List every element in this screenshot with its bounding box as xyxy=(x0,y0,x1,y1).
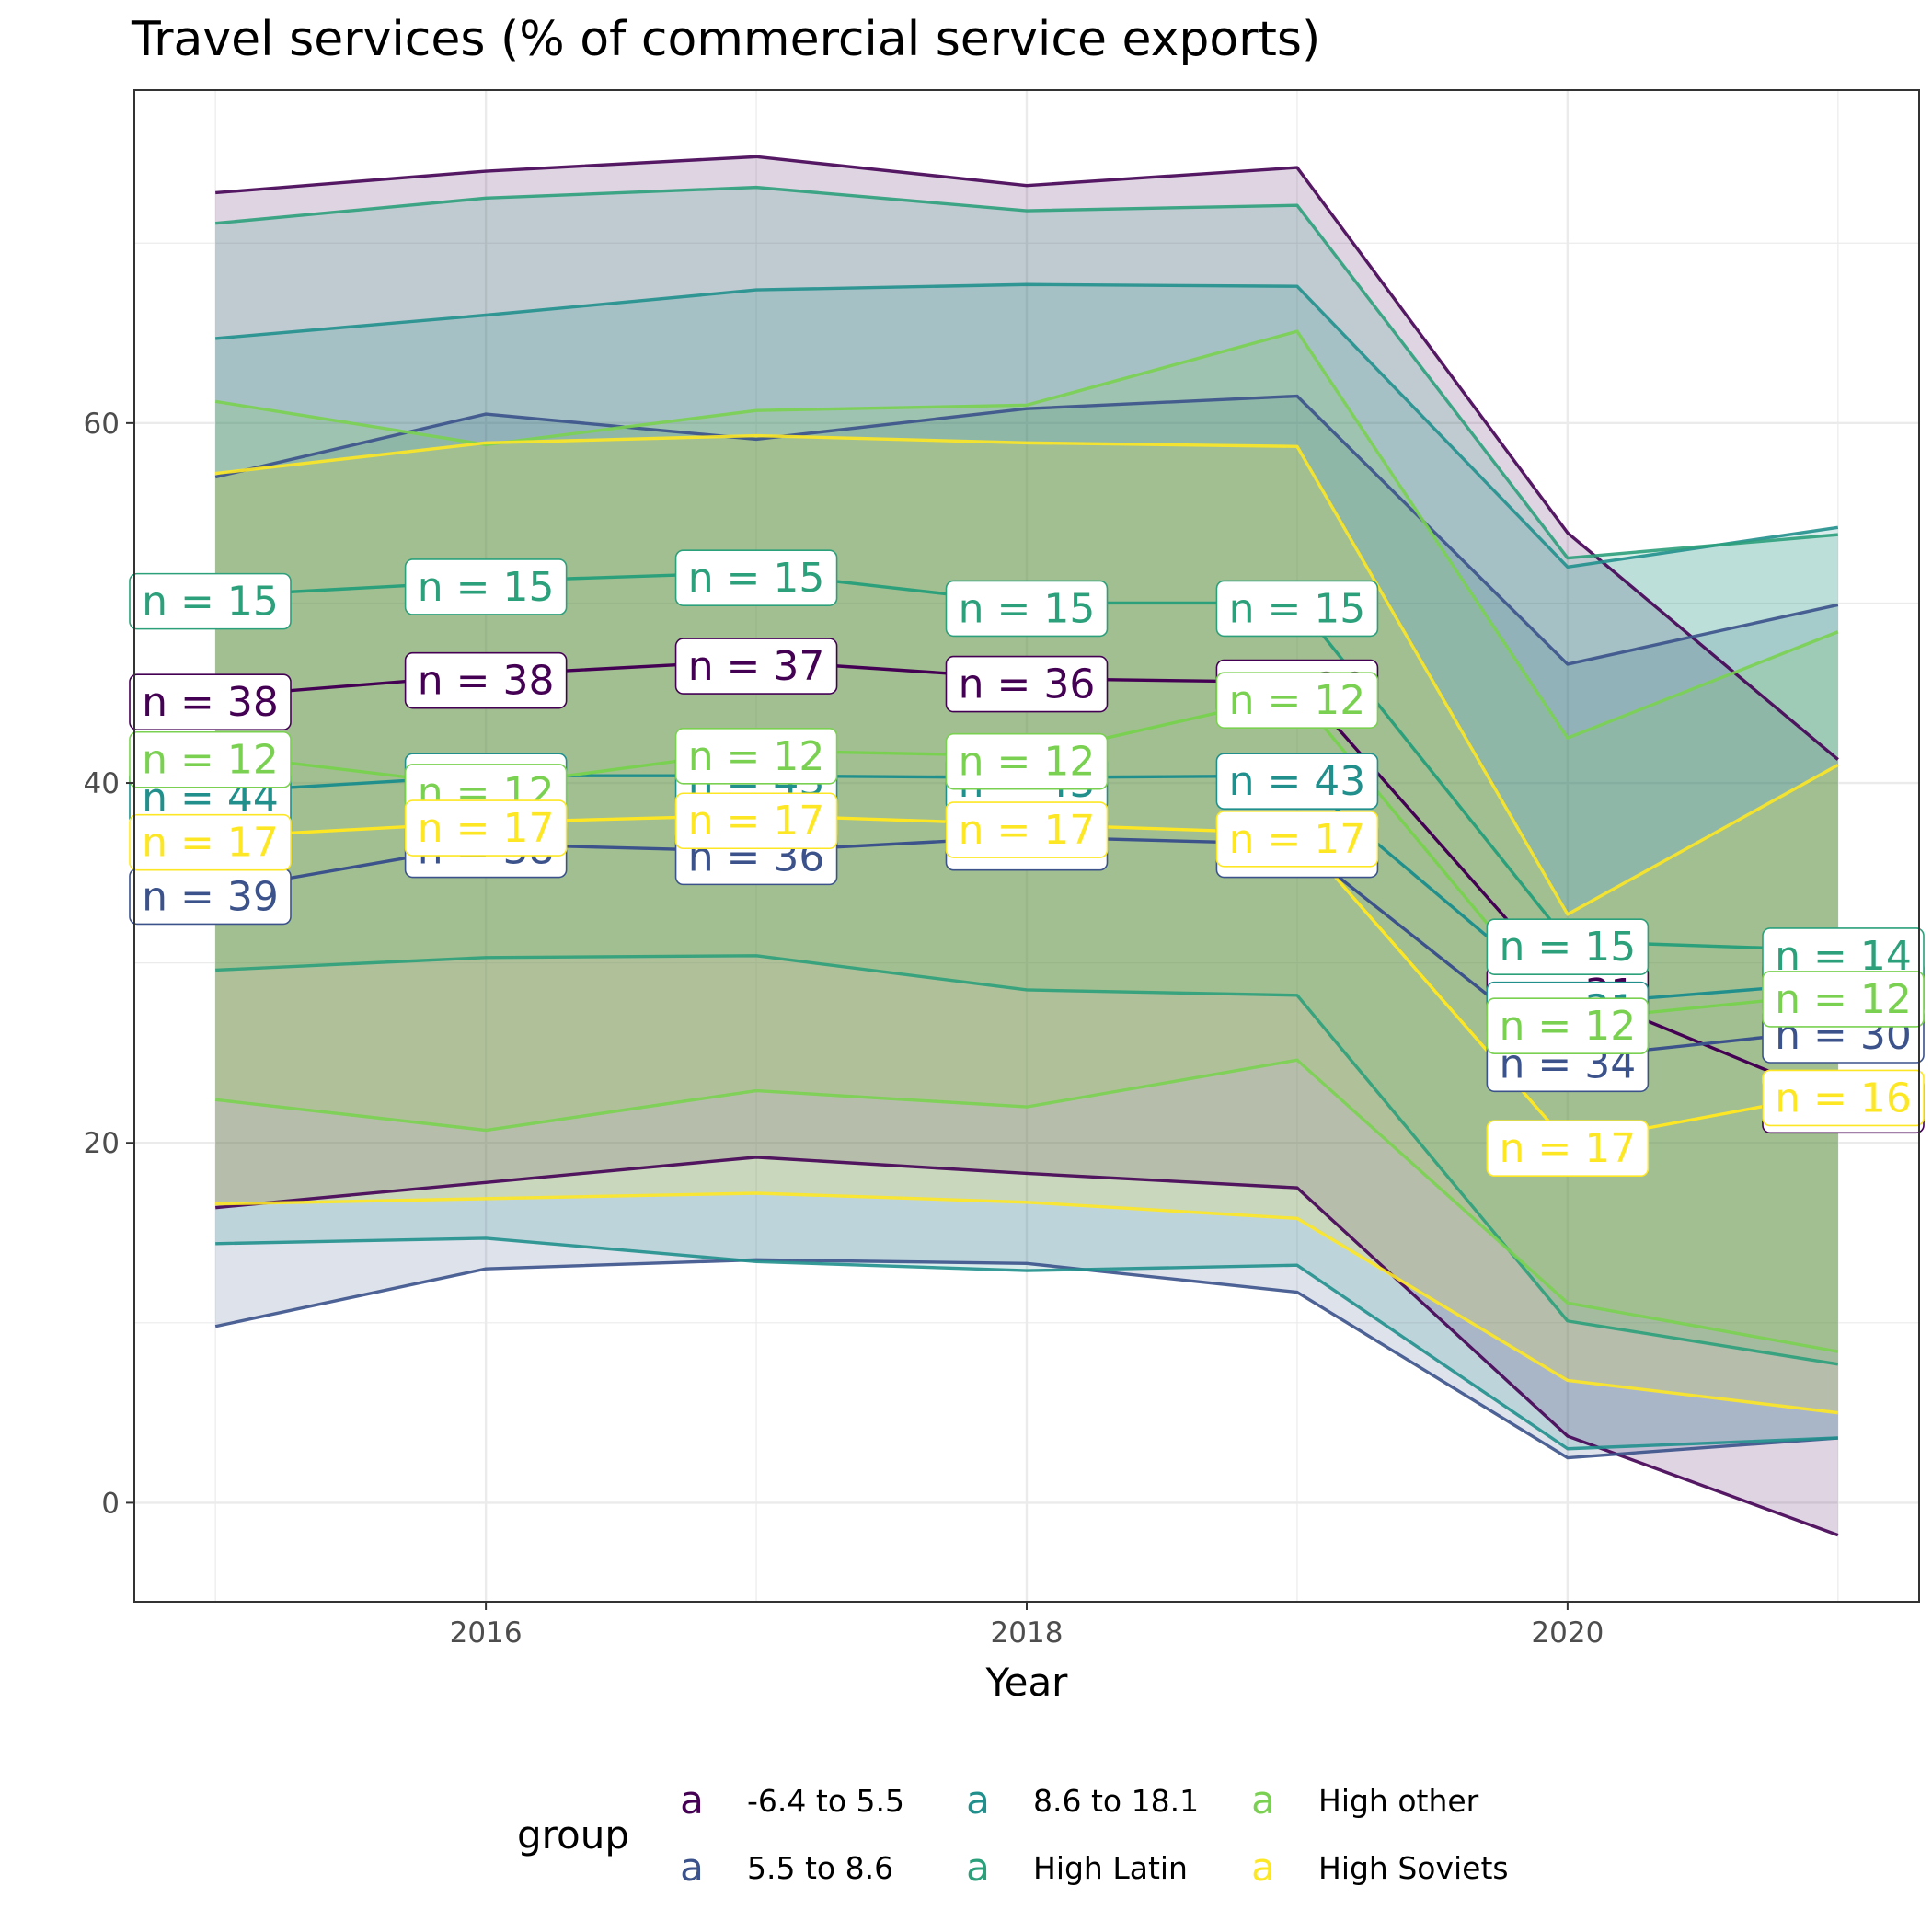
chart-title: Travel services (% of commercial service… xyxy=(131,12,1320,67)
svg-text:n = 16: n = 16 xyxy=(1775,1075,1912,1121)
legend-label: High Latin xyxy=(1033,1850,1188,1886)
legend: group a -6.4 to 5.5 a 5.5 to 8.6 a 8.6 to 18.… xyxy=(517,1777,1509,1890)
ribbon-5-5-to-8-6 xyxy=(215,396,1838,1458)
lower-line-high-latin xyxy=(215,954,1839,1366)
svg-text:n = 12: n = 12 xyxy=(688,733,825,780)
n-label-8-6-to-18-1: n = 43 xyxy=(1215,753,1379,811)
n-label-high-soviets: n = 17 xyxy=(404,799,568,857)
n-label-6-4-to-5-5: n = 38 xyxy=(404,651,568,709)
legend-label: -6.4 to 5.5 xyxy=(747,1783,904,1819)
svg-text:n = 15: n = 15 xyxy=(418,564,555,611)
n-label-6-4-to-5-5: n = 38 xyxy=(129,673,292,730)
n-label-high-other: n = 12 xyxy=(1762,971,1925,1028)
n-label-6-4-to-5-5: n = 36 xyxy=(945,655,1109,713)
n-label-high-soviets: n = 17 xyxy=(1486,1120,1650,1178)
n-label-high-soviets: n = 16 xyxy=(1762,1069,1925,1127)
legend-label: 5.5 to 8.6 xyxy=(747,1850,893,1886)
y-tick-label: 20 xyxy=(84,1127,120,1160)
svg-text:n = 17: n = 17 xyxy=(688,798,825,845)
y-tick-label: 0 xyxy=(101,1487,120,1520)
svg-text:n = 12: n = 12 xyxy=(1229,677,1366,724)
svg-text:n = 17: n = 17 xyxy=(418,805,555,852)
svg-text:n = 15: n = 15 xyxy=(1229,585,1366,632)
legend-key: a xyxy=(1251,1777,1275,1823)
legend-label: High other xyxy=(1318,1783,1479,1819)
upper-line-high-soviets xyxy=(214,433,1839,916)
legend-label: 8.6 to 18.1 xyxy=(1033,1783,1199,1819)
axis-ticks: 0 20 40 60 2016 2018 2020 xyxy=(84,408,1604,1650)
legend-key: a xyxy=(1251,1845,1275,1890)
lower-line-5-5-to-8-6 xyxy=(214,1258,1838,1460)
y-tick-label: 60 xyxy=(84,408,120,441)
legend-key: a xyxy=(966,1777,990,1823)
legend-label: High Soviets xyxy=(1318,1850,1509,1886)
legend-item-8-6-to-18-1: a 8.6 to 18.1 xyxy=(966,1777,1199,1823)
legend-item-high-other: a High other xyxy=(1251,1777,1479,1823)
legend-key: a xyxy=(680,1845,704,1890)
lower-line-6-4-to-5-5 xyxy=(215,1156,1839,1537)
x-tick-label: 2018 xyxy=(991,1616,1064,1650)
legend-key: a xyxy=(680,1777,704,1823)
n-label-high-other: n = 12 xyxy=(129,730,292,788)
svg-text:n = 12: n = 12 xyxy=(1775,976,1912,1023)
n-label-high-other: n = 12 xyxy=(945,732,1109,790)
n-label-high-latin: n = 15 xyxy=(129,572,292,630)
n-label-high-other: n = 12 xyxy=(1486,997,1650,1055)
legend-key: a xyxy=(966,1845,990,1890)
legend-item-high-latin: a High Latin xyxy=(966,1845,1188,1890)
x-tick-label: 2016 xyxy=(450,1616,523,1650)
n-label-5-5-to-8-6: n = 39 xyxy=(129,868,292,926)
svg-text:n = 12: n = 12 xyxy=(959,739,1096,786)
svg-text:n = 37: n = 37 xyxy=(688,643,825,690)
legend-item-5-5-to-8-6: a 5.5 to 8.6 xyxy=(680,1845,893,1890)
n-label-high-latin: n = 15 xyxy=(1486,918,1650,975)
n-label-high-soviets: n = 17 xyxy=(129,813,292,871)
n-label-high-latin: n = 15 xyxy=(945,580,1109,638)
svg-text:n = 38: n = 38 xyxy=(418,658,555,705)
svg-text:n = 36: n = 36 xyxy=(959,661,1096,708)
svg-text:n = 38: n = 38 xyxy=(142,679,279,726)
svg-text:n = 17: n = 17 xyxy=(1229,816,1366,863)
n-label-high-latin: n = 15 xyxy=(674,549,838,606)
svg-text:n = 15: n = 15 xyxy=(959,585,1096,632)
n-label-high-latin: n = 15 xyxy=(1215,580,1379,638)
n-label-6-4-to-5-5: n = 37 xyxy=(674,638,838,695)
upper-line-8-6-to-18-1 xyxy=(215,282,1839,569)
n-label-high-soviets: n = 17 xyxy=(1215,811,1379,868)
legend-item-6-4-to-5-5: a -6.4 to 5.5 xyxy=(680,1777,904,1823)
upper-line-6-4-to-5-5 xyxy=(215,155,1839,761)
y-tick-label: 40 xyxy=(84,767,120,800)
upper-line-high-latin xyxy=(215,185,1838,560)
n-label-high-other: n = 12 xyxy=(1215,672,1379,730)
x-tick-label: 2020 xyxy=(1531,1616,1604,1650)
upper-line-5-5-to-8-6 xyxy=(214,394,1839,666)
legend-title: group xyxy=(517,1812,629,1857)
svg-text:n = 15: n = 15 xyxy=(142,579,279,626)
svg-text:n = 39: n = 39 xyxy=(142,873,279,920)
svg-text:n = 17: n = 17 xyxy=(959,807,1096,854)
n-label-high-other: n = 12 xyxy=(674,728,838,785)
svg-text:n = 12: n = 12 xyxy=(142,737,279,784)
lower-line-high-other xyxy=(214,1058,1839,1353)
legend-item-high-soviets: a High Soviets xyxy=(1251,1845,1508,1890)
svg-text:n = 43: n = 43 xyxy=(1229,758,1366,805)
svg-text:n = 15: n = 15 xyxy=(1500,924,1637,971)
lower-line-high-soviets xyxy=(215,1191,1839,1415)
n-labels: n = 38n = 38n = 37n = 36n = 36n = 31n = … xyxy=(129,549,1925,1178)
x-axis-label: Year xyxy=(985,1660,1069,1705)
upper-line-high-other xyxy=(214,329,1839,740)
svg-text:n = 17: n = 17 xyxy=(1500,1125,1637,1172)
lower-line-8-6-to-18-1 xyxy=(215,1236,1838,1451)
n-label-high-latin: n = 15 xyxy=(404,558,568,615)
n-label-high-soviets: n = 17 xyxy=(674,792,838,850)
svg-text:n = 15: n = 15 xyxy=(688,555,825,602)
svg-text:n = 17: n = 17 xyxy=(142,820,279,867)
n-label-high-soviets: n = 17 xyxy=(945,801,1109,858)
svg-text:n = 12: n = 12 xyxy=(1500,1003,1637,1050)
